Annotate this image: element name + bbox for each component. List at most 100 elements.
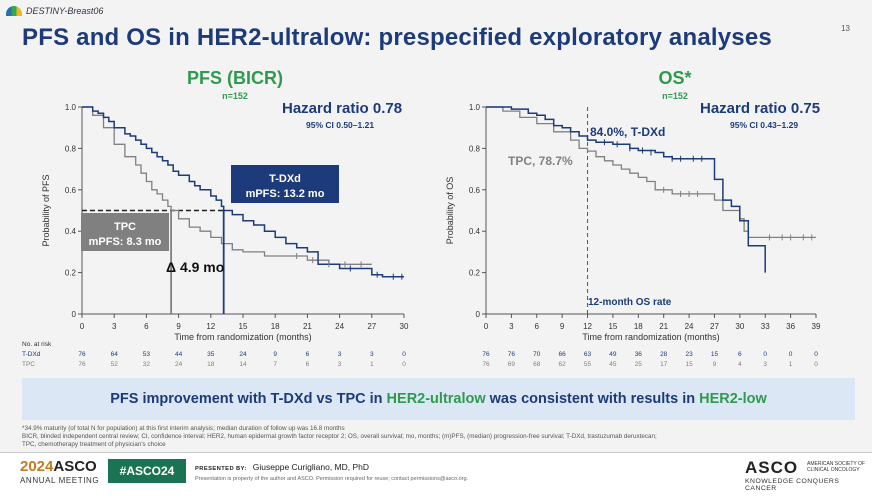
os-at-risk-tdxd: 76 [508,351,516,358]
pfs-at-risk-tdxd: 64 [111,351,119,358]
banner-low: HER2-low [699,391,767,407]
footnote-3: TPC, chemotherapy treatment of physician… [22,441,166,448]
pfs-tpc-label-line2: mPFS: 8.3 mo [89,236,162,248]
pfs-at-risk-tdxd: 3 [370,351,374,358]
presentation-note: Presentation is property of the author a… [195,476,469,482]
chart0-y-tick-label: 1.0 [65,103,77,112]
chart0-x-tick-label: 21 [303,322,312,331]
pfs-at-risk-tdxd: 0 [402,351,406,358]
presented-by-label: PRESENTED BY: [195,466,247,472]
pfs-at-risk-tpc: 3 [338,361,342,368]
chart1-x-tick-label: 3 [509,322,514,331]
asco-annual-meeting-logo: 2024ASCO ANNUAL MEETING [20,458,100,488]
footnote-1: *34.9% maturity (of total N for populati… [22,425,345,432]
annual-meeting: ANNUAL MEETING [20,476,100,485]
pfs-tpc-label-box [81,213,169,251]
kcc-tagline: KNOWLEDGE CONQUERS CANCER [745,478,840,492]
chart1-x-tick-label: 15 [608,322,617,331]
at-risk-tpc-label: TPC [22,361,35,368]
chart0-x-label: Time from randomization (months) [174,332,311,342]
os-at-risk-tpc: 17 [660,361,668,368]
chart1-x-tick-label: 36 [786,322,795,331]
chart0-x-tick-label: 0 [80,322,85,331]
pfs-ci: 95% CI 0.50–1.21 [306,120,375,130]
pfs-at-risk-tpc: 52 [111,361,119,368]
logo-text: DESTINY-Breast06 [26,6,104,16]
chart1-y-tick-label: 0.6 [469,186,481,195]
logo-icon [6,6,22,16]
pfs-at-risk-tdxd: 53 [143,351,151,358]
presenter: PRESENTED BY: Giuseppe Curigliano, MD, Ph… [195,462,369,472]
pfs-at-risk-tpc: 18 [207,361,215,368]
chart1-x-tick-label: 18 [634,322,643,331]
os-hazard-ratio: Hazard ratio 0.75 [700,100,821,117]
os-at-risk-tpc: 76 [482,361,490,368]
pfs-at-risk-tpc: 6 [306,361,310,368]
pfs-title: PFS (BICR) [187,68,283,88]
chart1-y-tick-label: 0.4 [469,227,481,236]
chart0-y-tick-label: 0 [72,310,77,319]
pfs-at-risk-tpc: 24 [175,361,183,368]
chart0-y-tick-label: 0.4 [65,227,77,236]
chart0-y-tick-label: 0.2 [65,269,77,278]
asco-logo: ASCO AMERICAN SOCIETY OF CLINICAL ONCOLO… [745,458,872,492]
chart1-x-tick-label: 24 [685,322,694,331]
os-at-risk-tdxd: 66 [559,351,567,358]
chart1-x-tick-label: 12 [583,322,592,331]
banner-text-2: was consistent with results in [489,391,696,407]
pfs-at-risk-tpc: 1 [370,361,374,368]
os-at-risk-tpc: 45 [609,361,617,368]
banner-ultralow: HER2-ultralow [386,391,486,407]
pfs-at-risk-tpc: 32 [143,361,151,368]
os-at-risk-tpc: 3 [763,361,767,368]
os-at-risk-tpc: 0 [814,361,818,368]
os-n: n=152 [662,91,688,101]
os-at-risk-tpc: 62 [559,361,567,368]
pfs-at-risk-tdxd: 24 [239,351,247,358]
os-at-risk-tdxd: 0 [789,351,793,358]
society-name: AMERICAN SOCIETY OF CLINICAL ONCOLOGY [807,461,865,473]
os-at-risk-tpc: 1 [789,361,793,368]
pfs-series-tdxd [82,106,404,278]
os-at-risk-tdxd: 63 [584,351,592,358]
pfs-at-risk-tpc: 7 [273,361,277,368]
hashtag-badge: #ASCO24 [108,459,186,483]
chart0-x-tick-label: 27 [367,322,376,331]
os-at-risk-tdxd: 36 [635,351,643,358]
pfs-n: n=152 [222,91,248,101]
os-at-risk-tdxd: 0 [814,351,818,358]
chart0-x-tick-label: 3 [112,322,117,331]
pfs-at-risk-tdxd: 35 [207,351,215,358]
chart0-x-tick-label: 24 [335,322,344,331]
os-at-risk-tdxd: 76 [482,351,490,358]
at-risk-tdxd-label: T-DXd [22,351,41,358]
chart1-x-tick-label: 9 [560,322,565,331]
os-at-risk-tdxd: 15 [711,351,719,358]
chart0-y-label: Probability of PFS [41,174,51,246]
pfs-at-risk-tdxd: 6 [306,351,310,358]
os-at-risk-tpc: 9 [713,361,717,368]
os-tdxd-label: 84.0%, T-DXd [590,125,665,139]
chart1-y-tick-label: 1.0 [469,103,481,112]
pfs-tpc-label-line1: TPC [114,221,136,233]
chart1-x-tick-label: 30 [735,322,744,331]
os-12month-label: 12-month OS rate [588,297,672,308]
study-logo: DESTINY-Breast06 [6,6,103,16]
pfs-at-risk-tdxd: 9 [273,351,277,358]
chart1-y-label: Probability of OS [445,177,455,245]
os-at-risk-tpc: 68 [533,361,541,368]
presenter-name: Giuseppe Curigliano, MD, PhD [252,462,370,472]
chart0-x-tick-label: 30 [400,322,409,331]
os-tpc-label: TPC, 78.7% [508,154,573,168]
os-at-risk-tpc: 25 [635,361,643,368]
os-at-risk-tdxd: 23 [685,351,693,358]
meeting-year: 2024 [20,458,54,475]
page-number: 13 [841,24,850,33]
chart1-y-tick-label: 0 [476,310,481,319]
chart0-y-tick-label: 0.6 [65,186,77,195]
os-at-risk-tpc: 55 [584,361,592,368]
chart1-x-label: Time from randomization (months) [582,332,719,342]
banner-text-1: PFS improvement with T-DXd vs TPC in [110,391,383,407]
